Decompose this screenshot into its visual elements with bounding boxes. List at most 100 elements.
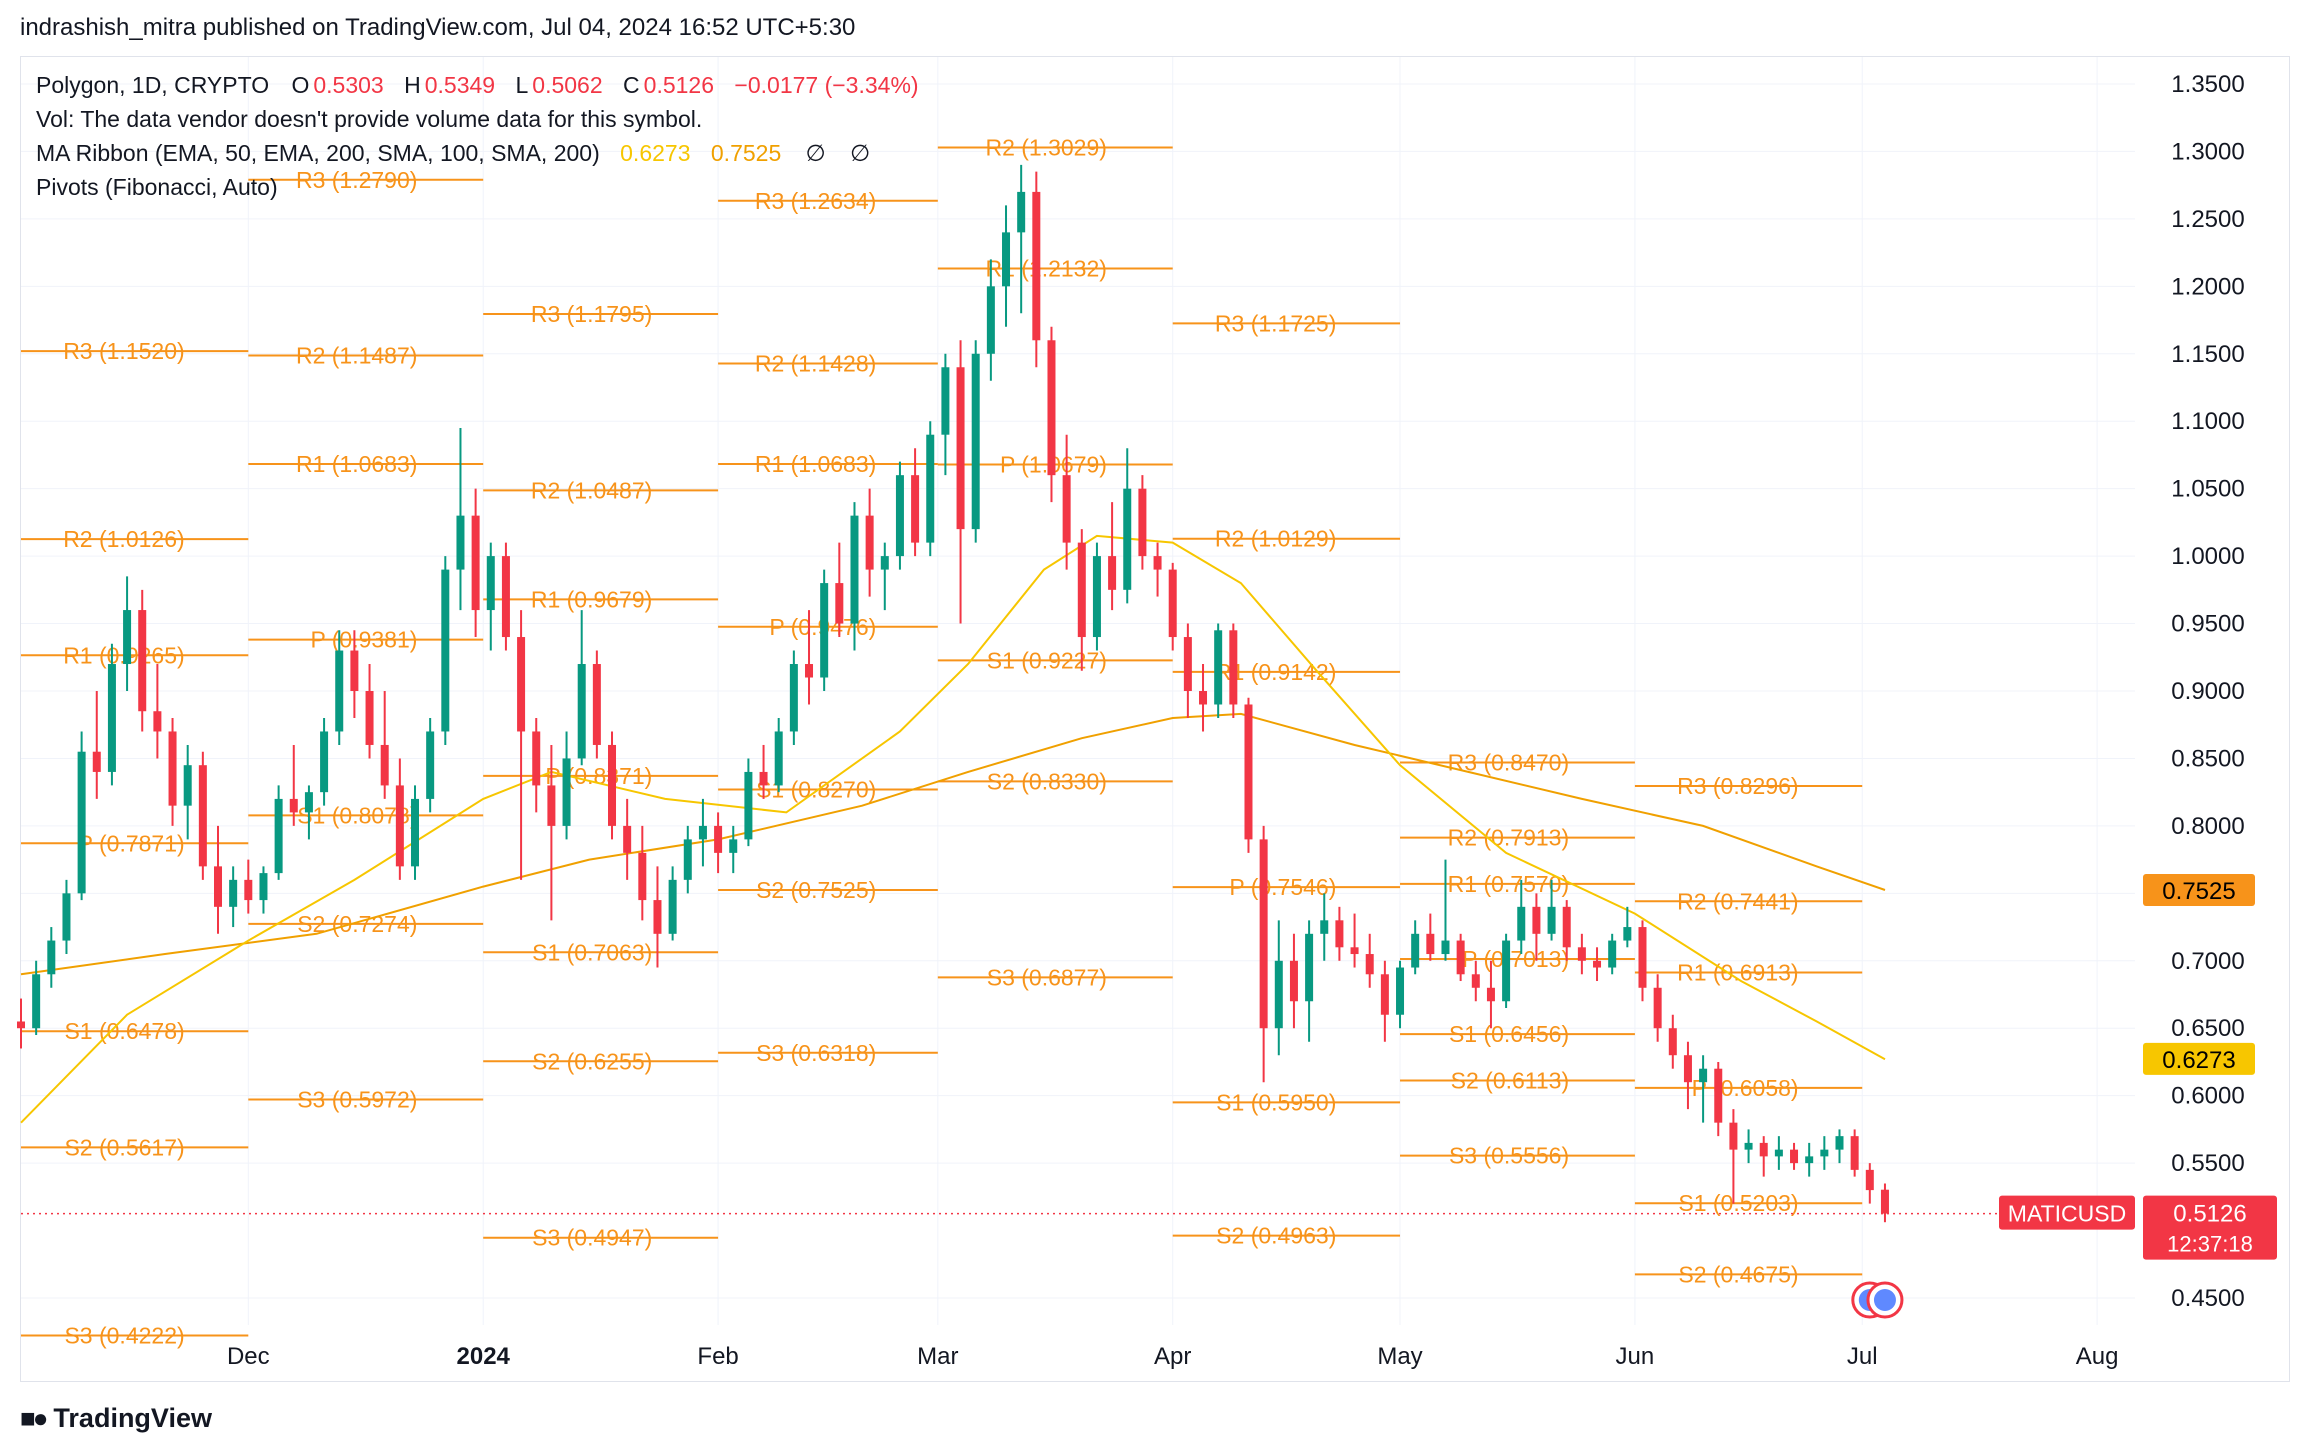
- pivot-level-label: S2 (0.5617): [64, 1134, 184, 1160]
- legend-symbol[interactable]: Polygon, 1D, CRYPTO: [36, 72, 270, 98]
- candle-body: [956, 367, 965, 530]
- candle-body: [471, 515, 480, 611]
- legend-ma-value-1: 0.6273: [620, 140, 691, 166]
- y-tick-label: 0.5500: [2171, 1150, 2244, 1177]
- candle-body: [1168, 569, 1177, 638]
- candle-body: [123, 610, 132, 665]
- candle-body: [623, 825, 632, 853]
- candle-body: [1623, 927, 1632, 941]
- pivot-level-label: R1 (0.9679): [531, 586, 652, 612]
- pivot-level-label: P (0.9381): [310, 627, 417, 653]
- candle-body: [1593, 960, 1602, 968]
- legend-low-label: L: [515, 72, 529, 98]
- candle-body: [1305, 933, 1314, 1002]
- candle-body: [1456, 940, 1465, 975]
- candle-body: [1153, 556, 1162, 570]
- candle-body: [259, 873, 268, 901]
- candle-body: [1426, 933, 1435, 955]
- candle-body: [1062, 475, 1071, 543]
- candle-body: [1002, 232, 1011, 287]
- candle-body: [229, 879, 238, 907]
- candle-body: [1214, 630, 1223, 705]
- pivot-level-label: R2 (0.7913): [1448, 825, 1569, 851]
- pivot-level-label: P (0.8371): [545, 763, 652, 789]
- candle-body: [698, 825, 707, 840]
- candle-body: [835, 583, 844, 624]
- candle-body: [47, 940, 56, 975]
- pivot-level-label: S3 (0.6877): [987, 964, 1107, 990]
- footer-brand[interactable]: ■● TradingView: [20, 1403, 212, 1434]
- legend-ma-row[interactable]: MA Ribbon (EMA, 50, EMA, 200, SMA, 100, …: [36, 140, 874, 167]
- candle-body: [198, 765, 207, 867]
- candle-body: [411, 798, 420, 867]
- candle-body: [183, 765, 192, 806]
- candle-body: [1517, 906, 1526, 941]
- y-tick-label: 0.9000: [2171, 678, 2244, 705]
- candle-body: [289, 798, 298, 813]
- pivot-level-label: R3 (0.8296): [1677, 773, 1798, 799]
- y-tick-label: 0.8000: [2171, 813, 2244, 840]
- candle-body: [1790, 1149, 1799, 1164]
- pivot-level-label: S3 (0.4222): [64, 1323, 184, 1349]
- candle-body: [486, 556, 495, 611]
- candle-body: [911, 475, 920, 543]
- legend-open-label: O: [291, 72, 310, 98]
- legend-change: −0.0177 (−3.34%): [734, 72, 919, 98]
- candle-body: [304, 792, 313, 813]
- candle-body: [1729, 1122, 1738, 1150]
- candle-body: [1653, 987, 1662, 1029]
- candle-body: [1335, 920, 1344, 948]
- legend-pivots-row[interactable]: Pivots (Fibonacci, Auto): [36, 174, 278, 200]
- candle-body: [1017, 191, 1026, 233]
- price-axis-badge-label: 0.7525: [2162, 878, 2235, 905]
- candle-body: [1047, 340, 1056, 476]
- candle-body: [244, 879, 253, 901]
- candle-body: [820, 583, 829, 678]
- candle-body: [895, 475, 904, 557]
- y-tick-label: 1.2000: [2171, 273, 2244, 300]
- symbol-badge-label: MATICUSD: [2008, 1201, 2126, 1227]
- y-tick-label: 1.0000: [2171, 543, 2244, 570]
- candle-body: [1077, 542, 1086, 638]
- candle-body: [1668, 1028, 1677, 1056]
- pivot-level-label: R2 (1.3029): [985, 135, 1106, 161]
- candle-body: [547, 785, 556, 826]
- pivot-level-label: S3 (0.5556): [1449, 1143, 1569, 1169]
- candle-body: [441, 569, 450, 732]
- legend-close-value: 0.5126: [643, 72, 715, 98]
- candle-body: [1471, 974, 1480, 988]
- candle-body: [1744, 1142, 1753, 1150]
- x-tick-label: Dec: [227, 1343, 270, 1370]
- candle-body: [32, 974, 41, 1029]
- candle-body: [1229, 630, 1238, 705]
- legend-close-label: C: [623, 72, 640, 98]
- x-tick-label: Mar: [917, 1343, 958, 1370]
- pivot-level-label: S1 (0.5950): [1216, 1089, 1336, 1115]
- pivot-level-label: R2 (0.7441): [1677, 888, 1798, 914]
- pivot-level-label: R2 (1.1487): [296, 343, 417, 369]
- tradingview-logo-icon: ■●: [20, 1403, 48, 1433]
- candle-body: [1123, 488, 1132, 590]
- pivot-level-label: S3 (0.4947): [532, 1225, 652, 1251]
- legend-vol-row[interactable]: Vol: The data vendor doesn't provide vol…: [36, 106, 703, 132]
- candle-body: [1774, 1149, 1783, 1157]
- candle-body: [335, 650, 344, 732]
- x-tick-label: May: [1377, 1343, 1422, 1370]
- candle-body: [1638, 927, 1647, 988]
- publisher-line: indrashish_mitra published on TradingVie…: [20, 14, 856, 41]
- candle-body: [426, 731, 435, 799]
- x-tick-label: 2024: [457, 1343, 511, 1370]
- candle-body: [1274, 960, 1283, 1029]
- legend-ma-na-1: ∅: [805, 140, 826, 166]
- candle-body: [1820, 1149, 1829, 1157]
- y-tick-label: 1.1500: [2171, 341, 2244, 368]
- candle-body: [1199, 691, 1208, 705]
- y-tick-label: 1.2500: [2171, 206, 2244, 233]
- candle-body: [789, 664, 798, 732]
- candle-body: [62, 893, 71, 941]
- candle-body: [1835, 1136, 1844, 1150]
- candle-body: [1289, 960, 1298, 1002]
- candle-body: [1365, 954, 1374, 975]
- pivot-level-label: P (0.7546): [1229, 874, 1336, 900]
